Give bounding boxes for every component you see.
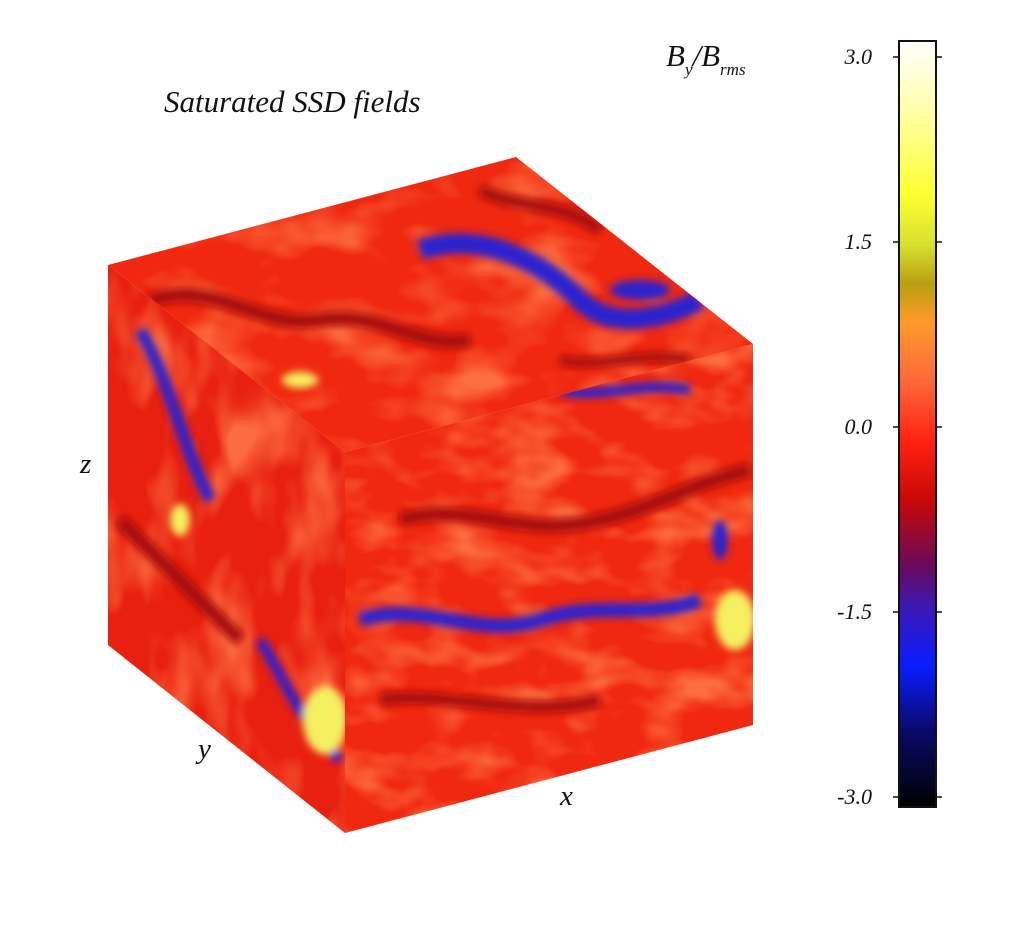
colorbar-tick-label: -1.5 (837, 599, 872, 624)
colorbar-label-sub2: rms (720, 60, 746, 79)
plot-title: Saturated SSD fields (164, 84, 421, 119)
colorbar-label: By/Brms (666, 38, 746, 78)
colorbar-tick-label: 0.0 (844, 414, 873, 439)
colorbar-label-main: B (666, 38, 685, 73)
colorbar-tick-label: 1.5 (844, 229, 873, 254)
colorbar-label-sub1: y (684, 60, 693, 79)
colorbar-tick-label: 3.0 (844, 44, 873, 69)
axis-label-z: z (80, 448, 92, 480)
axis-label-x: x (560, 780, 573, 812)
axis-label-y: y (198, 733, 211, 765)
colorbar (893, 40, 942, 808)
colorbar-ticks (893, 56, 942, 798)
colorbar-gradient (898, 40, 937, 808)
colorbar-label-slash: /B (692, 38, 721, 73)
colorbar-tick-label: -3.0 (837, 784, 872, 809)
